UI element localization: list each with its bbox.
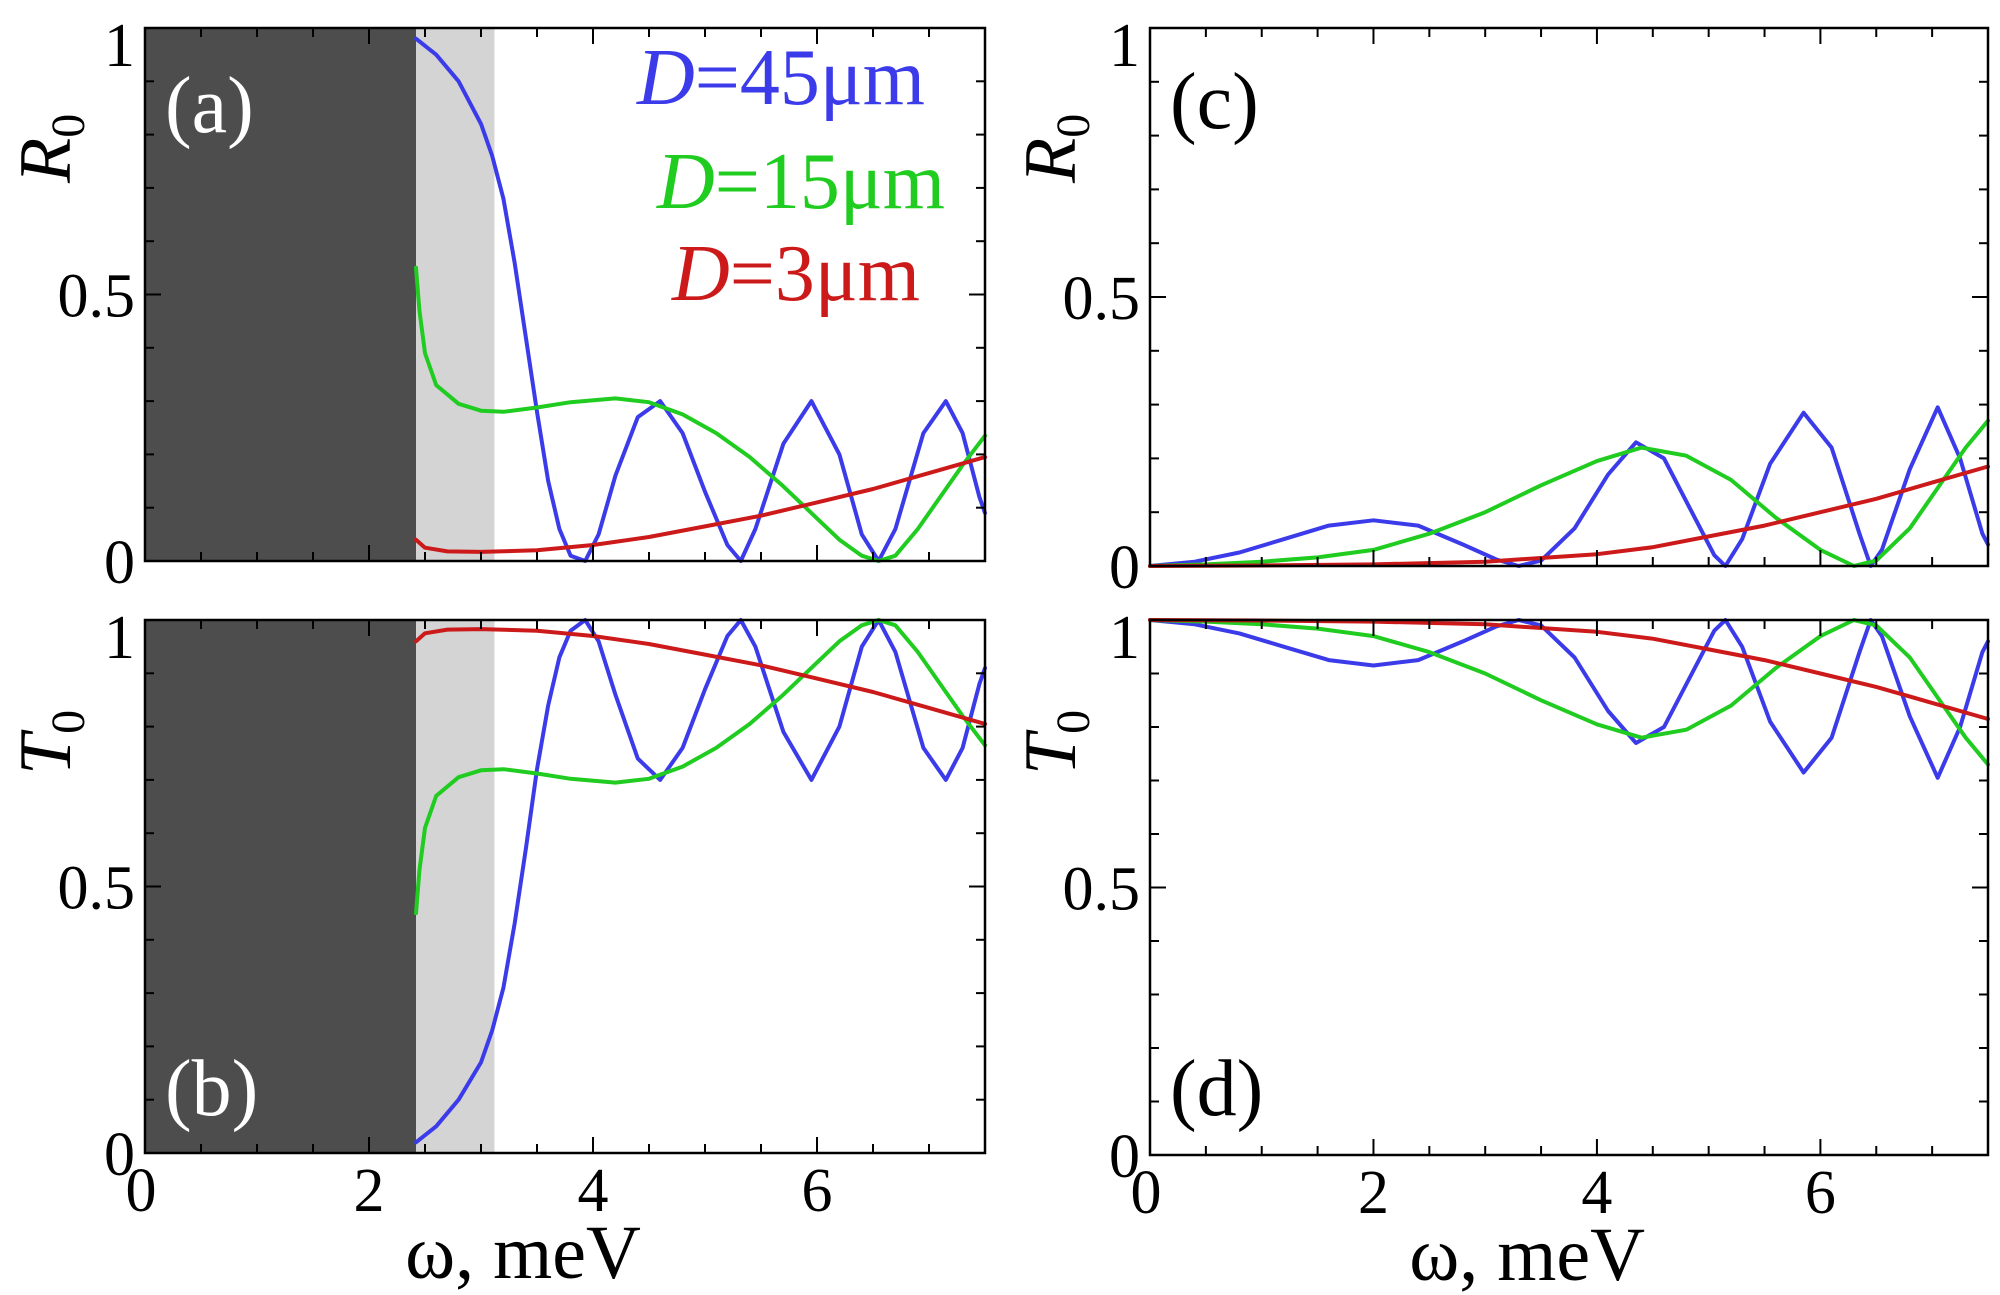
series-line-blue	[414, 618, 987, 1145]
x-tick-label: 2	[354, 1157, 385, 1225]
series-line-blue	[1148, 618, 1990, 780]
plot-frame	[1148, 26, 1990, 568]
panel-label: (d)	[1170, 1045, 1263, 1133]
y-tick-label: 1	[1109, 12, 1140, 80]
y-tick-label: 0	[104, 1121, 135, 1189]
shaded-region-dark	[145, 28, 417, 561]
x-tick-label: 2	[1358, 1159, 1389, 1227]
shaded-region-dark	[145, 620, 417, 1153]
panel-c: 0 0.5 1R0 (c)	[1010, 12, 1990, 602]
series-line-red	[414, 627, 987, 726]
panel-label: (a)	[165, 62, 254, 150]
panel-label: (b)	[165, 1045, 258, 1133]
series-line-blue	[414, 36, 987, 563]
legend-entry-green: D=15μm	[656, 138, 945, 226]
legend-entry-red: D=3μm	[671, 230, 920, 318]
y-tick-label: 1	[104, 604, 135, 672]
x-tick-label: 4	[1581, 1159, 1612, 1227]
panel-d: 0 0.5 1 0 2 4 6 ω, meV T0 (d)	[1010, 604, 1990, 1295]
y-tick-label: 0	[104, 529, 135, 597]
y-tick-label: 0.5	[58, 263, 136, 331]
series-line-green	[414, 618, 987, 916]
series-line-blue	[1148, 405, 1990, 568]
y-tick-label: 0.5	[1063, 265, 1141, 333]
series-line-red	[1148, 464, 1990, 568]
x-axis-title: ω, meV	[405, 1211, 641, 1295]
y-tick-label: 0.5	[1063, 856, 1141, 924]
panel-b: 0 0.5 1 0 2 4 6 ω, meV T0 (b)	[5, 604, 987, 1295]
x-tick-label: 0	[1131, 1159, 1162, 1227]
x-tick-label: 0	[126, 1157, 157, 1225]
series-line-green	[1148, 418, 1990, 568]
series-line-red	[414, 455, 987, 554]
series-line-red	[1148, 618, 1990, 721]
series-line-green	[414, 265, 987, 563]
y-tick-label: 0	[1109, 534, 1140, 602]
shaded-region-light	[416, 620, 495, 1153]
panel-label: (c)	[1170, 58, 1259, 146]
y-tick-label: 0.5	[58, 855, 136, 923]
y-axis-title: T0	[1010, 710, 1100, 775]
y-tick-label: 0	[1109, 1123, 1140, 1191]
y-axis-title: T0	[5, 710, 95, 775]
x-tick-label: 4	[578, 1157, 609, 1225]
y-tick-label: 1	[1109, 604, 1140, 672]
y-axis-title: R0	[1010, 114, 1100, 184]
x-axis-title: ω, meV	[1409, 1213, 1645, 1295]
y-axis-title: R0	[5, 114, 95, 184]
x-tick-label: 6	[802, 1157, 833, 1225]
shaded-region-light	[416, 28, 495, 561]
legend-entry-blue: D=45μm	[636, 34, 925, 122]
plot-frame	[1148, 618, 1990, 1157]
x-tick-label: 6	[1805, 1159, 1836, 1227]
y-tick-label: 1	[104, 12, 135, 80]
series-line-green	[1148, 618, 1990, 767]
